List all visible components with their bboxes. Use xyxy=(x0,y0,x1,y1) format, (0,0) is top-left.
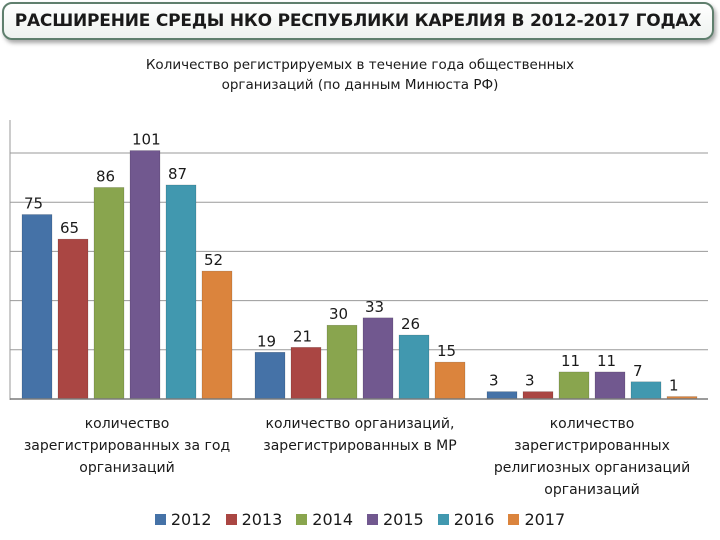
category-label-2-line-1: количество организаций, xyxy=(266,416,455,432)
bar-2016-group-3 xyxy=(630,381,662,400)
data-label-2015-group-1: 101 xyxy=(132,131,161,149)
legend-swatch-2016 xyxy=(437,514,449,525)
data-label-2013-group-2: 21 xyxy=(293,327,312,345)
category-label-3-line-3: религиозных организаций xyxy=(494,460,690,476)
category-label-1-line-2: зарегистрированных за год xyxy=(24,438,230,454)
legend-label-2012: 2012 xyxy=(170,510,212,529)
legend-label-2016: 2016 xyxy=(453,510,495,529)
bar-2016-group-1 xyxy=(165,184,197,400)
bar-2015-group-2 xyxy=(362,317,394,400)
legend-item-2012: 2012 xyxy=(154,510,212,529)
bar-2012-group-2 xyxy=(254,352,286,400)
bar-2013-group-3 xyxy=(522,391,554,400)
legend-item-2017: 2017 xyxy=(508,510,565,529)
bar-2017-group-2 xyxy=(434,361,466,400)
bar-2015-group-1 xyxy=(129,150,161,400)
legend-swatch-2017 xyxy=(508,514,520,525)
legend-item-2016: 2016 xyxy=(437,510,495,529)
chart-legend: 2012 2013 2014 2015 2016 2017 xyxy=(0,510,720,529)
bar-2016-group-2 xyxy=(398,334,430,400)
bar-2012-group-1 xyxy=(21,214,53,400)
bar-2014-group-1 xyxy=(93,187,125,400)
legend-label-2013: 2013 xyxy=(241,510,283,529)
chart-title-line-2: организаций (по данным Минюста РФ) xyxy=(221,77,499,93)
bar-2015-group-3 xyxy=(594,371,626,400)
legend-label-2015: 2015 xyxy=(383,510,424,529)
category-label-3-line-1: количество xyxy=(550,416,635,432)
data-label-2015-group-3: 11 xyxy=(597,352,616,370)
data-label-2016-group-1: 87 xyxy=(168,165,187,183)
category-label-1-line-3: организаций xyxy=(79,460,174,476)
chart-title: Количество регистрируемых в течение года… xyxy=(90,55,630,95)
legend-item-2013: 2013 xyxy=(225,510,283,529)
legend-swatch-2015 xyxy=(367,514,378,525)
data-label-2013-group-1: 65 xyxy=(60,219,79,237)
category-label-1-line-1: количество xyxy=(85,416,170,432)
data-label-2017-group-2: 15 xyxy=(437,342,456,360)
data-label-2014-group-3: 11 xyxy=(561,352,580,370)
data-label-2014-group-2: 30 xyxy=(329,305,348,323)
data-label-2015-group-2: 33 xyxy=(365,298,384,316)
category-label-2-line-2: зарегистрированных в МР xyxy=(263,438,456,454)
data-label-2012-group-2: 19 xyxy=(257,332,276,350)
legend-swatch-2012 xyxy=(154,514,166,525)
category-label-3-line-4: организаций xyxy=(544,482,639,498)
data-label-2014-group-1: 86 xyxy=(96,167,115,185)
data-label-2013-group-3: 3 xyxy=(525,372,535,390)
chart-title-line-1: Количество регистрируемых в течение года… xyxy=(145,57,575,73)
bar-2014-group-3 xyxy=(558,371,590,400)
data-label-2016-group-2: 26 xyxy=(401,315,420,333)
bar-2013-group-1 xyxy=(57,238,89,400)
category-label-3-line-2: зарегистрированных xyxy=(514,438,670,454)
legend-label-2017: 2017 xyxy=(524,510,566,529)
data-label-2012-group-1: 75 xyxy=(24,195,43,213)
bar-2012-group-3 xyxy=(486,391,518,400)
bar-2017-group-1 xyxy=(201,270,233,400)
legend-swatch-2014 xyxy=(296,514,308,525)
page-title: РАСШИРЕНИЕ СРЕДЫ НКО РЕСПУБЛИКИ КАРЕЛИЯ … xyxy=(14,11,702,31)
bar-2013-group-2 xyxy=(290,347,322,400)
data-label-2017-group-3: 1 xyxy=(669,377,679,395)
legend-item-2014: 2014 xyxy=(296,510,353,529)
data-label-2012-group-3: 3 xyxy=(489,372,499,390)
bar-2014-group-2 xyxy=(326,324,358,400)
header-banner: РАСШИРЕНИЕ СРЕДЫ НКО РЕСПУБЛИКИ КАРЕЛИЯ … xyxy=(2,2,714,40)
legend-swatch-2013 xyxy=(225,514,237,525)
data-label-2017-group-1: 52 xyxy=(204,251,223,269)
legend-item-2015: 2015 xyxy=(367,510,424,529)
legend-label-2014: 2014 xyxy=(312,510,353,529)
data-label-2016-group-3: 7 xyxy=(633,362,643,380)
